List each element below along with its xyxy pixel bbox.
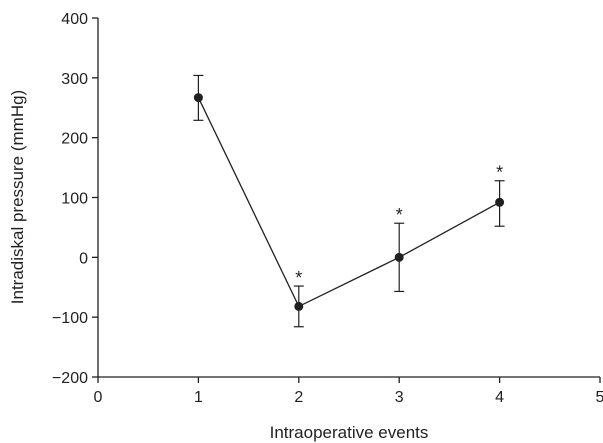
significance-marker: *: [496, 163, 503, 183]
significance-marker: *: [396, 205, 403, 225]
x-tick-label: 3: [395, 389, 404, 406]
y-tick-label: 400: [61, 11, 88, 28]
data-point: [394, 252, 404, 262]
y-tick-label: 300: [61, 71, 88, 88]
y-tick-label: 200: [61, 131, 88, 148]
series: * * *: [193, 74, 505, 328]
x-tick-label: 0: [94, 389, 103, 406]
x-tick-label: 4: [495, 389, 504, 406]
series-line: [197, 97, 500, 308]
data-point: [294, 301, 304, 311]
y-tick-label: −100: [52, 310, 88, 327]
data-point: [495, 197, 505, 207]
y-tick-label: 0: [79, 250, 88, 267]
data-point: [193, 93, 203, 103]
y-tick-label: −200: [52, 370, 88, 387]
x-axis-title: Intraoperative events: [270, 423, 429, 442]
axes: [97, 18, 600, 378]
y-tick-label: 100: [61, 191, 88, 208]
significance-marker: *: [295, 268, 302, 288]
x-tick-label: 5: [596, 389, 603, 406]
ticks: −200 −100 0 100 200 300 400 0 1 2 3 4 5: [52, 11, 603, 406]
x-tick-label: 1: [194, 389, 203, 406]
y-axis-title: Intradiskal pressure (mmHg): [8, 90, 27, 304]
x-tick-label: 2: [294, 389, 303, 406]
